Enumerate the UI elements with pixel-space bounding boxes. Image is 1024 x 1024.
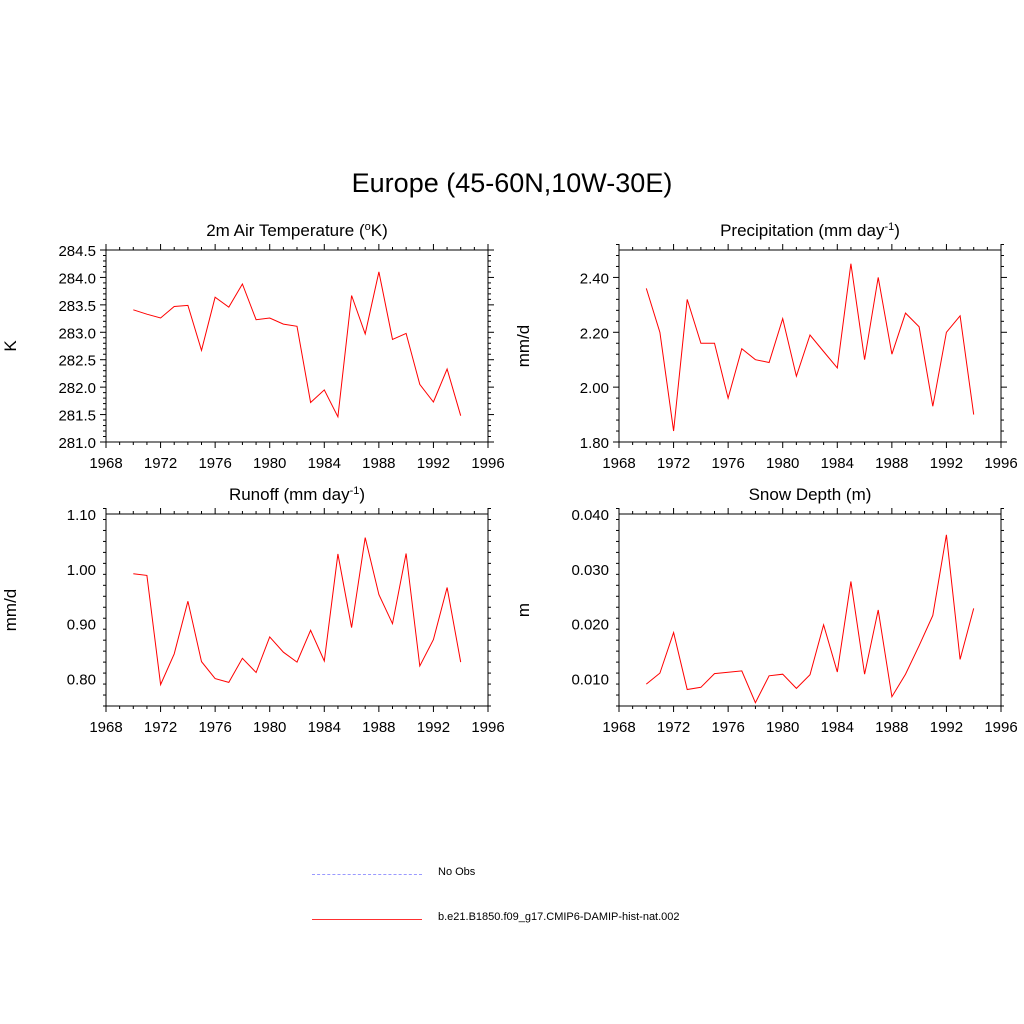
x-tick-label: 1992 [930,719,963,736]
y-axis-label: mm/d [514,325,533,368]
x-tick-label: 1984 [821,455,854,472]
x-tick-label: 1984 [308,455,341,472]
y-tick-label: 282.0 [58,380,96,397]
x-tick-label: 1984 [308,719,341,736]
y-axis-label: m [514,603,533,617]
x-tick-label: 1988 [362,455,395,472]
y-tick-label: 0.90 [67,617,96,634]
x-tick-label: 1968 [89,455,122,472]
plot-frame [105,249,489,443]
figure-title: Europe (45-60N,10W-30E) [351,168,673,198]
series-line [133,537,462,687]
y-tick-label: 283.0 [58,325,96,342]
chart-panel-1: 1968 1972 1976 1980 1984 1988 1992 1996 281.0 281… [1,221,505,472]
x-tick-label: 1980 [253,455,286,472]
panel-title: Snow Depth (m) [749,485,872,504]
panel-title: 2m Air Temperature (oK) [206,221,388,240]
legend-swatch-dashed [312,874,422,875]
plot-frame [618,513,1002,707]
x-tick-label: 1988 [875,719,908,736]
y-axis-label: mm/d [1,589,20,632]
x-tick-label: 1968 [602,719,635,736]
panel-title: Runoff (mm day-1) [229,485,365,504]
y-tick-label: 1.00 [67,562,96,579]
x-tick-label: 1988 [362,719,395,736]
series-line [645,263,975,432]
y-tick-label: 2.00 [580,380,609,397]
y-tick-label: 284.0 [58,270,96,287]
x-tick-label: 1972 [144,719,177,736]
chart-panel-3: 1968 1972 1976 1980 1984 1988 1992 1996 0.80 0.90… [1,485,505,736]
x-tick-label: 1980 [766,719,799,736]
x-tick-label: 1976 [198,455,231,472]
y-tick-label: 0.020 [571,617,609,634]
x-tick-label: 1992 [417,719,450,736]
x-tick-label: 1968 [602,455,635,472]
y-tick-label: 1.80 [580,435,609,452]
x-tick-label: 1980 [766,455,799,472]
x-tick-label: 1992 [930,455,963,472]
y-tick-label: 281.5 [58,408,96,425]
legend-label: No Obs [438,866,476,878]
y-tick-label: 0.040 [571,507,609,524]
chart-panel-2: 1968 1972 1976 1980 1984 1988 1992 1996 1.80 2.00… [514,221,1018,472]
x-tick-label: 1980 [253,719,286,736]
y-axis-label: K [1,340,20,352]
y-tick-label: 282.5 [58,353,96,370]
x-tick-label: 1984 [821,719,854,736]
x-tick-label: 1968 [89,719,122,736]
legend-swatch-solid [312,919,422,920]
x-tick-label: 1996 [471,455,504,472]
y-tick-label: 1.10 [67,507,96,524]
series-line [133,271,462,419]
x-tick-label: 1996 [984,455,1017,472]
x-tick-label: 1976 [711,719,744,736]
chart-panel-4: 1968 1972 1976 1980 1984 1988 1992 1996 0.010 0.0… [514,485,1018,736]
series-line [645,534,975,704]
plot-frame [105,513,489,707]
y-tick-label: 0.010 [571,672,609,689]
x-tick-label: 1972 [144,455,177,472]
y-tick-label: 283.5 [58,298,96,315]
x-tick-label: 1992 [417,455,450,472]
x-tick-label: 1976 [198,719,231,736]
x-tick-label: 1976 [711,455,744,472]
x-tick-label: 1972 [657,455,690,472]
panel-title: Precipitation (mm day-1) [720,221,900,240]
y-tick-label: 284.5 [58,243,96,260]
y-tick-label: 0.80 [67,672,96,689]
y-tick-label: 2.40 [580,270,609,287]
legend-label: b.e21.B1850.f09_g17.CMIP6-DAMIP-hist-nat… [438,911,680,923]
x-tick-label: 1996 [471,719,504,736]
x-tick-label: 1996 [984,719,1017,736]
y-tick-label: 2.20 [580,325,609,342]
y-tick-label: 281.0 [58,435,96,452]
y-tick-label: 0.030 [571,562,609,579]
x-tick-label: 1972 [657,719,690,736]
x-tick-label: 1988 [875,455,908,472]
